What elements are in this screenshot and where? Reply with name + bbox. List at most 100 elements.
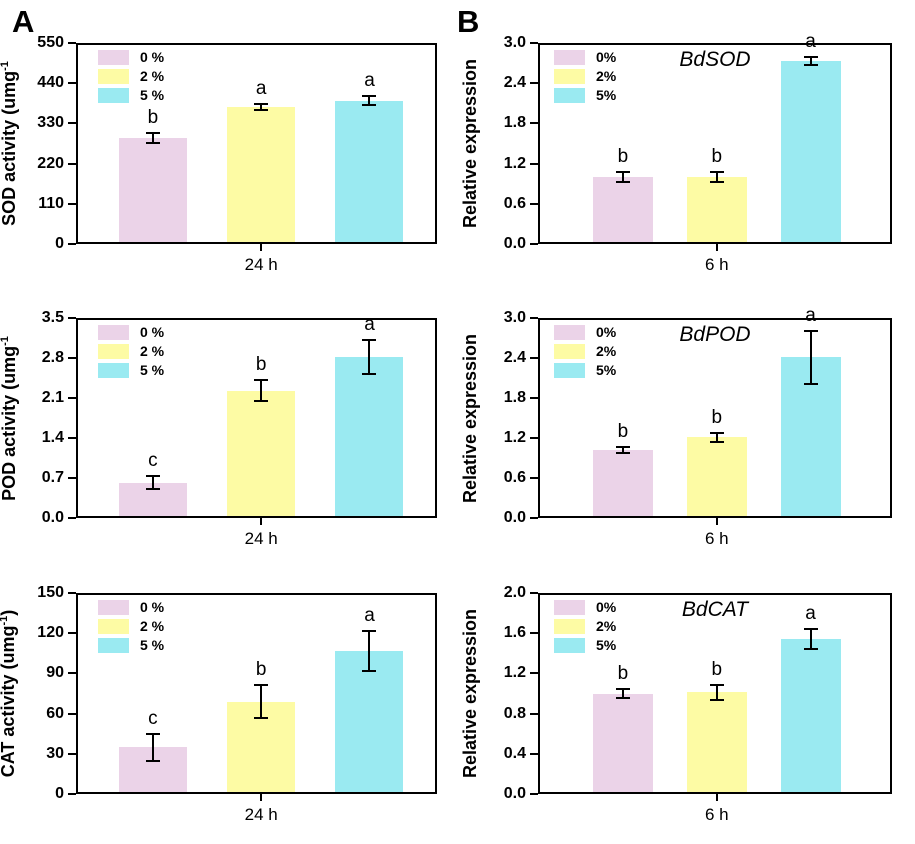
- legend-swatch-0pct: [98, 325, 129, 340]
- sig-letter-0pct: c: [148, 707, 158, 729]
- error-bar-line-5pct: [809, 57, 812, 66]
- legend-swatch-5pct: [98, 88, 129, 103]
- legend-label-5pct: 5 %: [140, 362, 165, 378]
- y-tick-label: 0.8: [503, 704, 526, 722]
- y-axis-title-wrap: CAT activity (umg-1): [0, 583, 22, 804]
- y-tick-label: 2.4: [503, 349, 526, 366]
- bar-5pct: [335, 650, 404, 794]
- bar-5pct: [780, 61, 841, 244]
- y-tick-label: 1.8: [503, 389, 526, 406]
- x-axis-label: 6 h: [704, 255, 729, 274]
- y-axis-title: POD activity (umg-1: [0, 335, 19, 501]
- error-bar-cap-top-2pct: [709, 431, 724, 434]
- y-tick-label: 60: [46, 704, 64, 722]
- y-tickmark: [68, 672, 76, 675]
- y-tick-label: 120: [37, 624, 64, 642]
- legend-swatch-5pct: [554, 638, 585, 653]
- x-tickmark: [260, 244, 263, 251]
- y-tick-label: 150: [37, 584, 64, 601]
- legend-swatch-5pct: [554, 88, 585, 103]
- y-axis-title: Relative expression: [460, 58, 481, 229]
- error-bar-cap-bottom-5pct: [803, 64, 818, 67]
- y-axis-title: SOD activity (umg-1: [0, 61, 19, 226]
- y-axis-title-wrap: Relative expression: [458, 308, 484, 528]
- y-tick-label: 30: [46, 744, 64, 762]
- y-tickmark: [68, 357, 76, 359]
- error-bar-cap-top-5pct: [803, 56, 818, 59]
- y-tick-label: 110: [38, 194, 64, 212]
- y-tickmark: [530, 397, 538, 399]
- x-tickmark: [715, 794, 718, 801]
- sig-letter-0pct: b: [147, 106, 159, 128]
- error-bar-cap-bottom-5pct: [362, 669, 377, 672]
- bar-2pct: [227, 390, 296, 518]
- y-tick-label: 90: [46, 664, 64, 682]
- y-tickmark: [68, 162, 76, 165]
- y-tick-label: 1.6: [503, 624, 526, 642]
- y-tickmark: [530, 592, 538, 594]
- y-tick-label: 220: [37, 154, 64, 172]
- legend-label-0pct: 0 %: [140, 599, 165, 615]
- error-bar-cap-top-2pct: [254, 102, 269, 105]
- y-axis-title: CAT activity (umg-1): [0, 609, 19, 778]
- bar-2pct: [686, 177, 747, 244]
- error-bar-line-0pct: [621, 172, 624, 182]
- panel-letter-a: A: [12, 4, 35, 39]
- y-tick-label: 0: [55, 785, 64, 802]
- y-axis-title: Relative expression: [460, 608, 481, 779]
- y-tickmark: [68, 477, 76, 479]
- y-tick-label: 0.0: [503, 785, 526, 802]
- error-bar-line-0pct: [151, 132, 154, 144]
- error-bar-cap-bottom-0pct: [615, 451, 630, 454]
- error-bar-line-2pct: [260, 103, 263, 111]
- y-tick-label: 0: [55, 235, 64, 252]
- legend-label-2pct: 2%: [596, 343, 617, 359]
- y-tick-label: 3.0: [503, 309, 526, 326]
- sig-letter-5pct: a: [805, 304, 816, 326]
- error-bar-cap-bottom-2pct: [254, 109, 269, 112]
- error-bar-cap-bottom-0pct: [145, 759, 160, 762]
- y-tick-label: 2.4: [503, 74, 526, 92]
- error-bar-cap-top-0pct: [615, 688, 630, 691]
- legend-swatch-2pct: [554, 344, 585, 359]
- y-tickmark: [530, 122, 538, 125]
- y-tick-label: 1.8: [503, 114, 526, 132]
- y-tickmark: [68, 243, 76, 245]
- legend-label-5pct: 5%: [596, 362, 617, 378]
- y-tick-label: 330: [37, 114, 64, 132]
- y-tickmark: [68, 82, 76, 85]
- bar-5pct: [780, 639, 841, 794]
- error-bar-cap-top-0pct: [615, 171, 630, 174]
- error-bar-cap-top-5pct: [362, 94, 377, 97]
- y-tickmark: [530, 632, 538, 635]
- error-bar-cap-top-0pct: [145, 131, 160, 134]
- legend-label-0pct: 0 %: [140, 49, 165, 65]
- sig-letter-0pct: b: [617, 146, 629, 168]
- error-bar-cap-bottom-5pct: [362, 373, 377, 375]
- bar-0pct: [592, 450, 653, 518]
- y-tick-label: 440: [37, 74, 64, 92]
- y-tick-label: 2.8: [41, 349, 64, 366]
- sig-letter-2pct: b: [255, 659, 267, 681]
- y-tickmark: [530, 82, 538, 85]
- y-tickmark: [530, 672, 538, 675]
- y-tick-label: 1.2: [503, 154, 526, 172]
- legend-swatch-2pct: [554, 619, 585, 634]
- panel-letter-b: B: [457, 4, 480, 39]
- y-tickmark: [530, 712, 538, 715]
- y-tickmark: [68, 437, 76, 439]
- bar-0pct: [592, 177, 653, 244]
- error-bar-line-0pct: [621, 447, 624, 453]
- sig-letter-0pct: b: [617, 421, 629, 443]
- y-tickmark: [530, 243, 538, 245]
- y-tickmark: [68, 397, 76, 399]
- legend-label-0pct: 0%: [596, 324, 617, 340]
- error-bar-line-2pct: [260, 380, 263, 401]
- legend-label-2pct: 2 %: [140, 343, 165, 359]
- legend-swatch-5pct: [554, 363, 585, 378]
- error-bar-cap-bottom-5pct: [803, 383, 818, 385]
- legend-swatch-2pct: [98, 619, 129, 634]
- y-tickmark: [530, 437, 538, 439]
- plot-frame: [538, 43, 892, 244]
- error-bar-cap-bottom-2pct: [254, 399, 269, 402]
